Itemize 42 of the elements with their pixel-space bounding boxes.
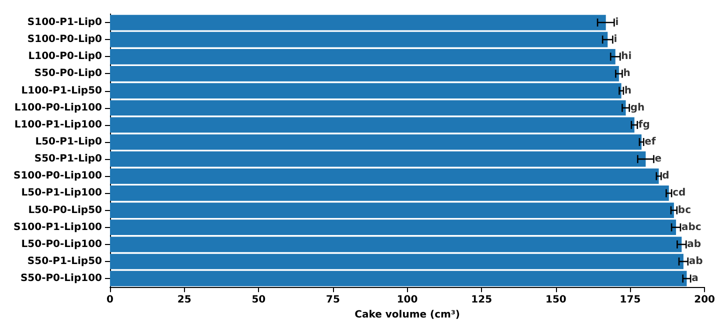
y-tick-label: S100-P0-Lip100 (14, 170, 102, 182)
annotation: gh (630, 102, 645, 114)
y-tick-label: L50-P1-Lip100 (21, 188, 102, 199)
x-tick-label: 25 (177, 294, 192, 306)
x-axis-title: Cake volume (cm³) (354, 310, 460, 320)
annotation: a (692, 273, 698, 284)
annotation: bc (678, 204, 692, 216)
y-tick-label: S50-P1-Lip0 (34, 154, 102, 165)
y-tick-label: S50-P1-Lip50 (27, 256, 102, 267)
y-tick-label: L50-P0-Lip50 (28, 204, 102, 216)
annotation: h (624, 85, 632, 96)
annotation: ab (687, 238, 702, 250)
y-tick-label: L50-P0-Lip100 (21, 238, 102, 250)
y-tick-label: L100-P0-Lip100 (14, 102, 102, 114)
annotation: h (623, 68, 630, 80)
x-tick-label: 50 (252, 294, 266, 306)
annotation: i (615, 17, 619, 28)
y-tick-label: S100-P0-Lip0 (27, 34, 102, 46)
y-tick-label: S100-P1-Lip100 (14, 222, 102, 233)
annotation: fg (638, 119, 650, 130)
y-tick-label: L100-P0-Lip0 (28, 51, 102, 62)
annotation: hi (621, 51, 632, 62)
y-tick-label: L100-P1-Lip50 (21, 85, 102, 96)
x-tick-label: 0 (106, 294, 114, 306)
y-tick-label: L100-P1-Lip100 (14, 119, 102, 130)
annotation: abc (681, 222, 702, 233)
x-tick-label: 125 (471, 294, 492, 306)
x-tick-label: 175 (620, 294, 641, 306)
x-tick-label: 200 (694, 294, 716, 306)
y-tick-label: L50-P1-Lip0 (35, 136, 102, 148)
y-tick-label: S50-P0-Lip100 (20, 273, 102, 284)
y-tick-label: S50-P0-Lip0 (34, 68, 102, 80)
annotation: ab (688, 256, 703, 267)
x-tick-label: 100 (396, 294, 418, 306)
x-tick-label: 75 (326, 294, 340, 306)
annotation: cd (672, 188, 686, 199)
annotation: i (614, 34, 618, 46)
annotation: e (654, 154, 662, 165)
y-tick-label: S100-P1-Lip0 (27, 17, 102, 28)
annotation: ef (644, 136, 656, 148)
x-tick-label: 150 (545, 294, 566, 306)
annotation: d (662, 170, 670, 182)
